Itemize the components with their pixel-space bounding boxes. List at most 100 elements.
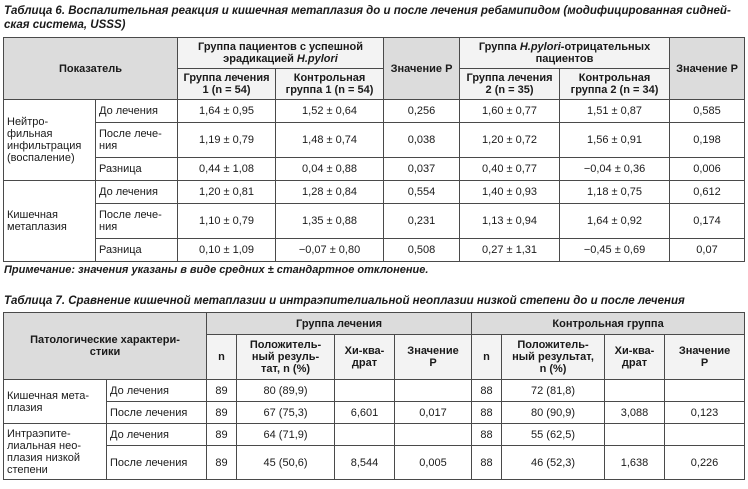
row-label-line: После лече- xyxy=(99,128,162,140)
table-row: Разница 0,44 ± 1,08 0,04 ± 0,88 0,037 0,… xyxy=(4,157,746,181)
cell-n2: 88 xyxy=(471,379,503,402)
header-chi-line: драт xyxy=(351,357,378,369)
cell-chi1 xyxy=(334,423,396,446)
cell-c1: 1,35 ± 0,88 xyxy=(275,203,385,239)
cell-c2: 1,64 ± 0,92 xyxy=(559,203,671,239)
header-treat1: Группа лечения 1 (n = 54) xyxy=(177,68,277,100)
row-label: До лечения xyxy=(94,180,179,204)
table6-caption: Таблица 6. Воспалительная реакция и кише… xyxy=(4,4,731,32)
section-name-line: Нейтро- xyxy=(7,116,49,128)
table7-caption-prefix: Таблица 7. xyxy=(4,295,66,307)
header-positive-line: тат, n (%) xyxy=(260,363,311,375)
cell-t2: 0,40 ± 0,77 xyxy=(459,157,561,181)
header-pathology-line1: Патологические характери- xyxy=(30,334,180,346)
row-label: До лечения xyxy=(105,423,208,446)
cell-c1: 1,48 ± 0,74 xyxy=(275,122,385,158)
section-name-line: Кишечная мета- xyxy=(7,389,90,402)
header-positive-line: ный результат, xyxy=(512,351,594,363)
cell-pos2: 46 (52,3) xyxy=(501,445,606,480)
cell-c1: 1,28 ± 0,84 xyxy=(275,180,385,204)
row-label-line: ния xyxy=(99,140,118,152)
cell-c2: −0,04 ± 0,36 xyxy=(559,157,671,181)
table-row: Кишечная метаплазия До лечения 1,20 ± 0,… xyxy=(3,180,746,262)
header-group-success-line1: Группа пациентов с успешной xyxy=(198,41,364,53)
cell-p2: 0,612 xyxy=(669,180,746,204)
header-group-neg-a: Группа xyxy=(478,41,517,53)
cell-c1: 1,52 ± 0,64 xyxy=(275,99,385,123)
header-positive-line: n (%) xyxy=(539,363,567,375)
cell-p1: 0,256 xyxy=(383,99,461,123)
table6-caption-line1: Воспалительная реакция и кишечная метапл… xyxy=(68,5,731,17)
header-positive-2: Положитель- ный результат, n (%) xyxy=(501,334,606,380)
header-treat2: Группа лечения 2 (n = 35) xyxy=(459,68,561,100)
cell-t1: 0,10 ± 1,09 xyxy=(177,238,277,262)
cell-p2: 0,07 xyxy=(669,238,746,262)
section-neoplasia: Интраэпите- лиальная нео- плазия низкой … xyxy=(3,423,107,480)
cell-pos2: 72 (81,8) xyxy=(501,379,606,402)
section-name-line: Кишечная xyxy=(7,209,59,221)
cell-p1: 0,554 xyxy=(383,180,461,204)
header-n-1: n xyxy=(206,334,238,380)
section-name-line: метаплазия xyxy=(7,221,67,233)
cell-pos2: 80 (90,9) xyxy=(501,401,606,424)
table-row: После лечения 89 45 (50,6) 8,544 0,005 8… xyxy=(4,445,746,480)
section-name-line: инфильтрация xyxy=(7,140,82,152)
header-positive-line: Положитель- xyxy=(249,339,322,351)
cell-t2: 1,20 ± 0,72 xyxy=(459,122,561,158)
table-row: Нейтро- фильная инфильтрация (воспаление… xyxy=(3,99,746,181)
cell-c2: 1,18 ± 0,75 xyxy=(559,180,671,204)
cell-t1: 1,19 ± 0,79 xyxy=(177,122,277,158)
section-name-line: степени xyxy=(7,463,48,476)
header-chi-line: Хи-ква- xyxy=(344,345,385,357)
cell-p1 xyxy=(394,379,473,402)
header-value-p-2: Значение P xyxy=(669,37,746,100)
cell-p2: 0,123 xyxy=(664,401,746,424)
row-label: После лече- ния xyxy=(94,122,179,158)
cell-pos1: 45 (50,6) xyxy=(236,445,336,480)
table6-caption-prefix: Таблица 6. xyxy=(4,5,66,17)
header-group-neg-b: -отрицательных xyxy=(560,41,651,53)
header-p-line: P xyxy=(700,357,709,369)
cell-p1: 0,231 xyxy=(383,203,461,239)
table-row: После лечения 89 67 (75,3) 6,601 0,017 8… xyxy=(4,401,746,424)
header-chi-line: Хи-ква- xyxy=(614,345,655,357)
header-chi-2: Хи-ква- драт xyxy=(604,334,666,380)
cell-t2: 0,27 ± 1,31 xyxy=(459,238,561,262)
row-label-line: ния xyxy=(99,221,118,233)
table6-caption-line2: ская система, USSS) xyxy=(4,19,126,31)
header-chi-line: драт xyxy=(621,357,648,369)
cell-t1: 1,64 ± 0,95 xyxy=(177,99,277,123)
cell-n1: 89 xyxy=(206,423,238,446)
header-hpylori-2: H.pylori xyxy=(519,41,561,53)
cell-p1: 0,017 xyxy=(394,401,473,424)
header-hpylori-1: H.pylori xyxy=(296,53,338,65)
row-label: После лече- ния xyxy=(94,203,179,239)
cell-p2 xyxy=(664,379,746,402)
cell-n2: 88 xyxy=(471,401,503,424)
table-row: После лече- ния 1,10 ± 0,79 1,35 ± 0,88 … xyxy=(4,203,746,239)
row-label: До лечения xyxy=(94,99,179,123)
cell-chi2: 1,638 xyxy=(604,445,666,480)
table7-caption: Таблица 7. Сравнение кишечной метаплазии… xyxy=(4,294,685,308)
cell-p2 xyxy=(664,423,746,446)
header-chi-1: Хи-ква- драт xyxy=(334,334,396,380)
section-name-line: Интраэпите- xyxy=(7,427,71,440)
section-metaplasia: Кишечная метаплазия xyxy=(3,180,96,262)
header-p-line: P xyxy=(429,357,437,369)
cell-n1: 89 xyxy=(206,401,238,424)
cell-c1: −0,07 ± 0,80 xyxy=(275,238,385,262)
row-label-line: После лече- xyxy=(99,209,162,221)
header-pathology: Патологические характери- стики xyxy=(2,312,208,380)
cell-p1: 0,038 xyxy=(383,122,461,158)
cell-c2: −0,45 ± 0,69 xyxy=(559,238,671,262)
cell-chi1 xyxy=(334,379,396,402)
header-positive-line: Положитель- xyxy=(517,339,589,351)
cell-p1 xyxy=(394,423,473,446)
cell-chi2: 3,088 xyxy=(604,401,666,424)
cell-t2: 1,60 ± 0,77 xyxy=(459,99,561,123)
cell-t2: 1,13 ± 0,94 xyxy=(459,203,561,239)
cell-pos1: 64 (71,9) xyxy=(236,423,336,446)
header-group-neg-c: пациентов xyxy=(535,53,594,65)
cell-p2: 0,174 xyxy=(669,203,746,239)
section-name-line: фильная xyxy=(7,128,53,140)
